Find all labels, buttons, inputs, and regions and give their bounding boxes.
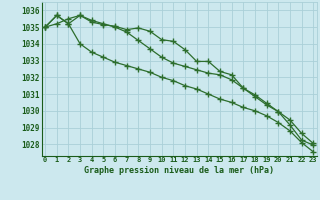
- X-axis label: Graphe pression niveau de la mer (hPa): Graphe pression niveau de la mer (hPa): [84, 166, 274, 175]
